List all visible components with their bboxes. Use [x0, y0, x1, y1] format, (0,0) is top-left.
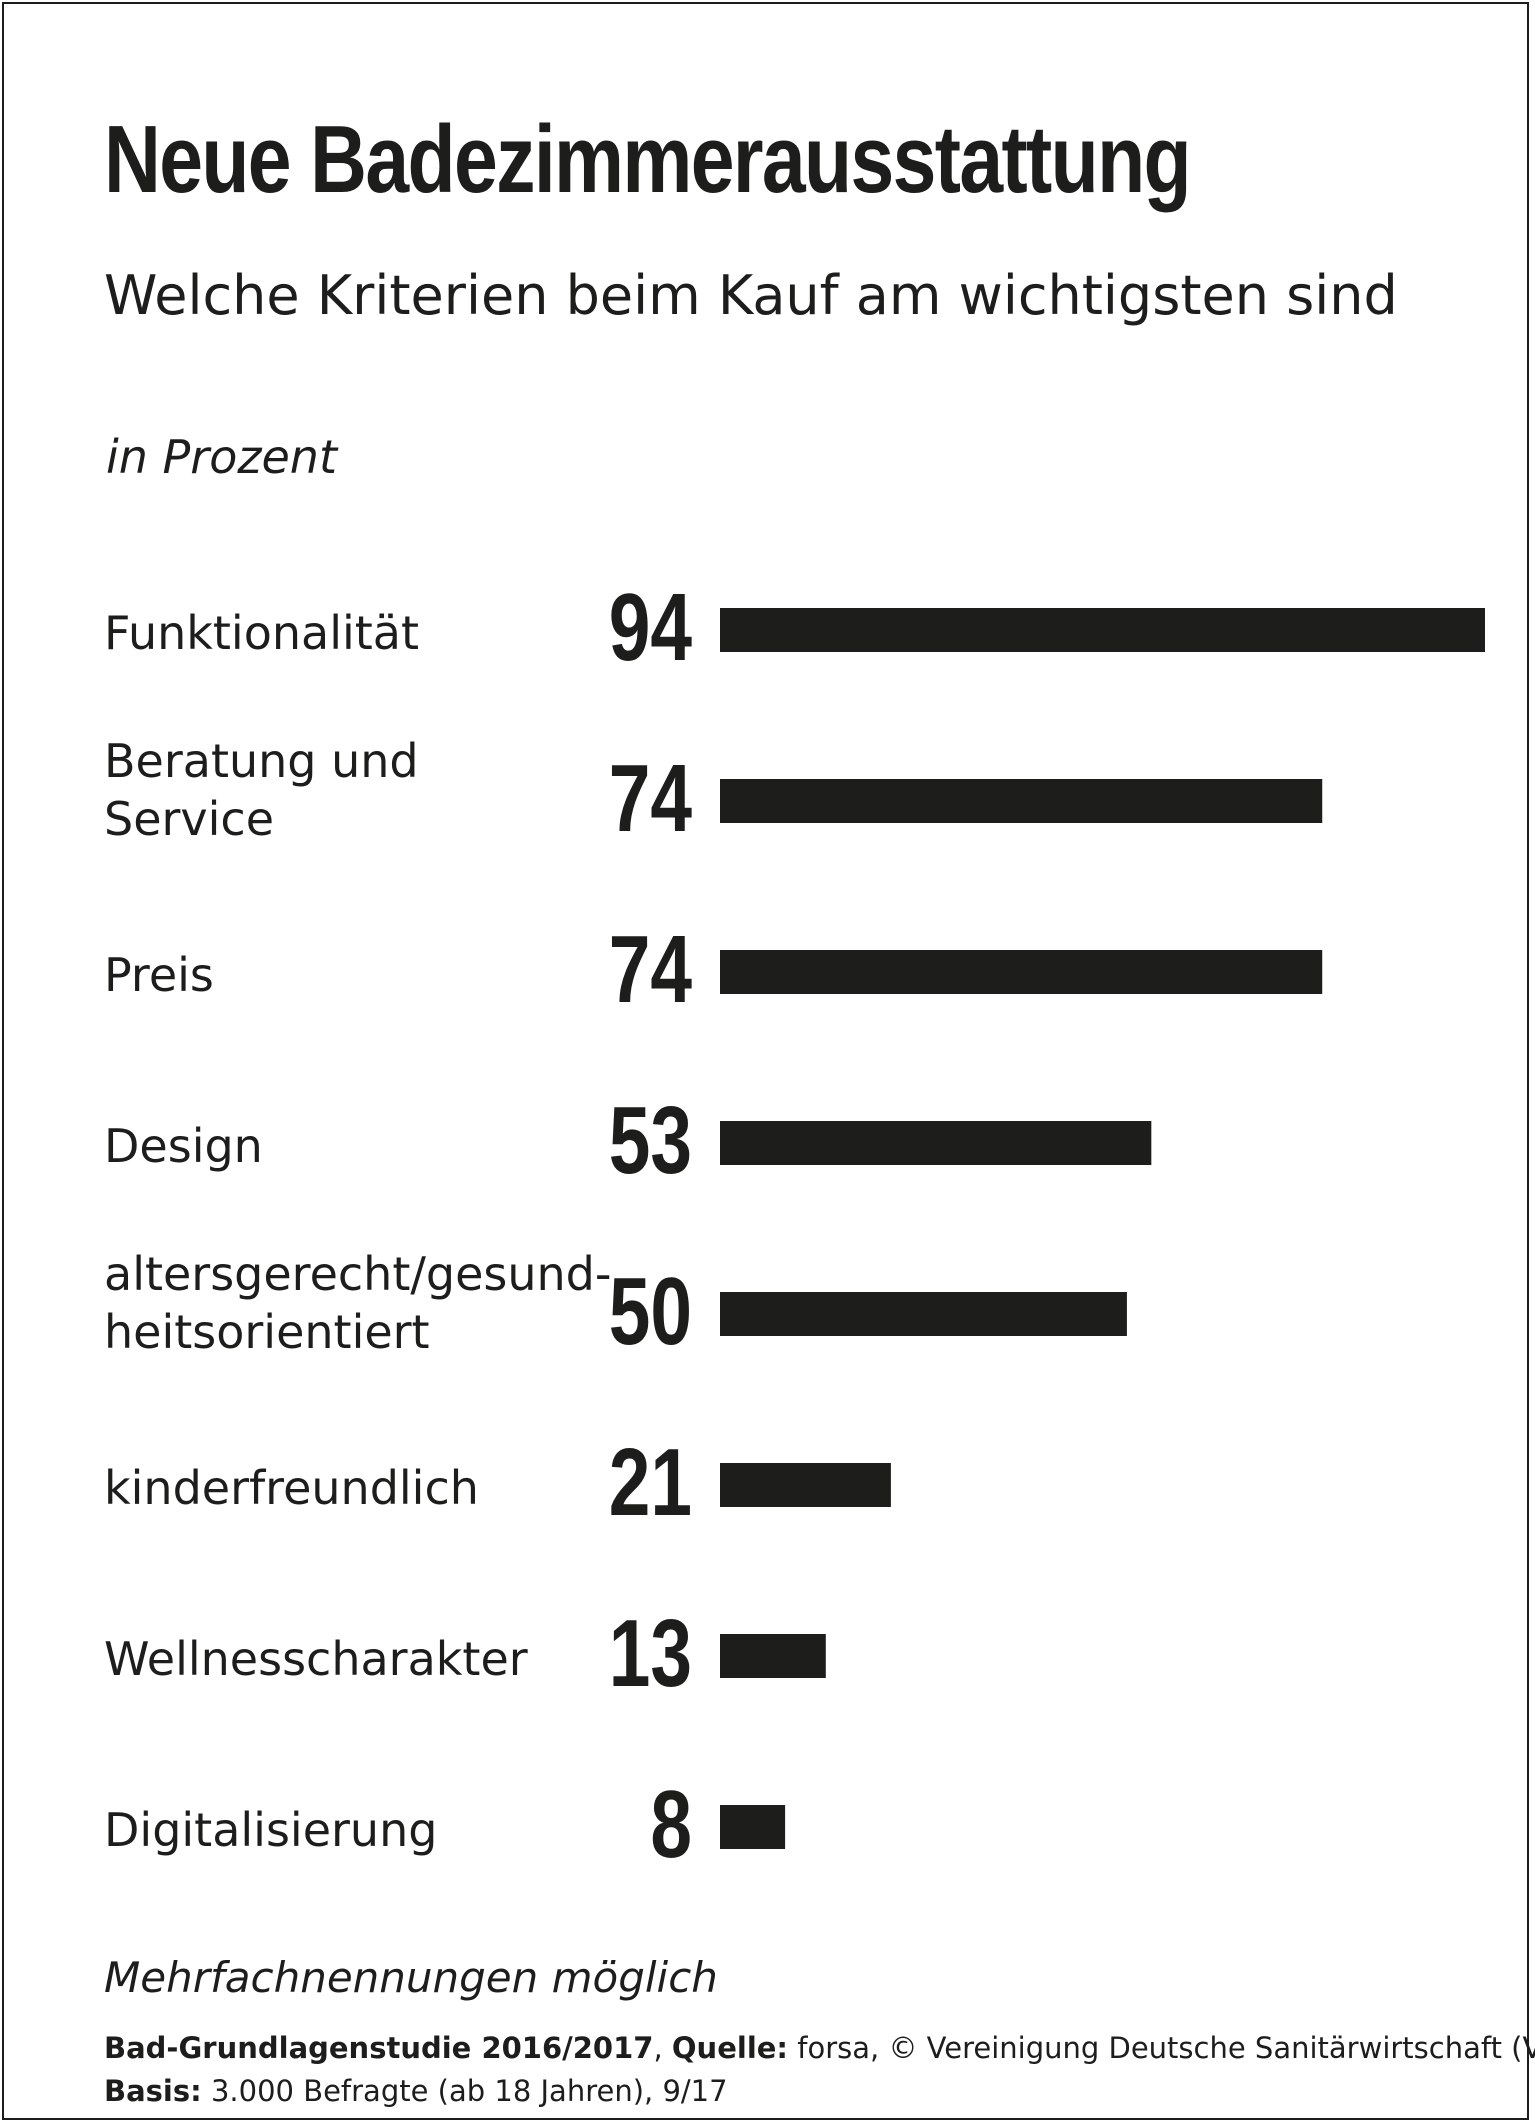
source-text: Bad-Grundlagenstudie 2016/2017, Quelle: … — [104, 2027, 1535, 2113]
category-label-line: Service — [104, 792, 274, 846]
value-label: 13 — [609, 1600, 692, 1707]
value-label: 74 — [609, 916, 692, 1023]
category-label: Preis — [104, 948, 214, 1002]
category-label-line: Wellnesscharakter — [104, 1632, 528, 1686]
category-label: altersgerecht/gesund-heitsorientiert — [104, 1247, 611, 1359]
bar-row: Preis 74 — [104, 916, 1323, 1023]
category-label: Digitalisierung — [104, 1803, 437, 1857]
source-value: forsa, © Vereinigung Deutsche Sanitärwir… — [788, 2031, 1535, 2065]
bar — [720, 1292, 1127, 1336]
value-label: 50 — [609, 1258, 692, 1365]
category-label: Beratung und Service — [104, 734, 419, 846]
bar — [720, 1634, 826, 1678]
chart-title: Neue Badezimmerausstattung — [104, 106, 1192, 213]
bar — [720, 1805, 786, 1849]
value-label: 74 — [609, 745, 692, 852]
bar — [720, 1463, 891, 1507]
basis-value: 3.000 Befragte (ab 18 Jahren), 9/17 — [201, 2074, 728, 2108]
bar-row: Design 53 — [104, 1087, 1152, 1194]
category-label: Funktionalität — [104, 606, 419, 660]
value-label: 53 — [609, 1087, 692, 1194]
bar-row: Funktionalität 94 — [104, 574, 1485, 681]
footnote: Mehrfachnennungen möglich — [104, 1953, 718, 2002]
value-label: 21 — [609, 1429, 692, 1536]
unit-label: in Prozent — [106, 430, 337, 484]
bar-row: Wellnesscharakter 13 — [104, 1600, 826, 1707]
category-label-line: Beratung und — [104, 734, 419, 788]
bar-row: Digitalisierung 8 — [104, 1771, 786, 1878]
bar-row: altersgerecht/gesund-heitsorientiert 50 — [104, 1247, 1127, 1365]
bar — [720, 608, 1485, 652]
category-label: Design — [104, 1119, 263, 1173]
source-line-1: Bad-Grundlagenstudie 2016/2017, Quelle: … — [104, 2027, 1535, 2070]
category-label: kinderfreundlich — [104, 1461, 479, 1515]
bar-row: kinderfreundlich 21 — [104, 1429, 891, 1536]
category-label-line: heitsorientiert — [104, 1305, 430, 1359]
category-label-line: Digitalisierung — [104, 1803, 437, 1857]
category-label-line: Design — [104, 1119, 263, 1173]
value-label: 8 — [650, 1771, 692, 1878]
bar — [720, 1121, 1152, 1165]
category-label: Wellnesscharakter — [104, 1632, 528, 1686]
category-label-line: kinderfreundlich — [104, 1461, 479, 1515]
basis-label: Basis: — [104, 2074, 202, 2108]
category-label-line: Funktionalität — [104, 606, 419, 660]
bar — [720, 950, 1323, 994]
source-label: Quelle: — [671, 2031, 789, 2065]
source-separator: , — [653, 2031, 672, 2065]
study-name: Bad-Grundlagenstudie 2016/2017 — [104, 2031, 654, 2065]
bar — [720, 779, 1323, 823]
source-line-2: Basis: 3.000 Befragte (ab 18 Jahren), 9/… — [104, 2070, 1535, 2113]
category-label-line: altersgerecht/gesund- — [104, 1247, 611, 1301]
bar-row: Beratung und Service 74 — [104, 734, 1323, 852]
chart-subtitle: Welche Kriterien beim Kauf am wichtigste… — [104, 264, 1398, 327]
category-label-line: Preis — [104, 948, 214, 1002]
value-label: 94 — [609, 574, 692, 681]
